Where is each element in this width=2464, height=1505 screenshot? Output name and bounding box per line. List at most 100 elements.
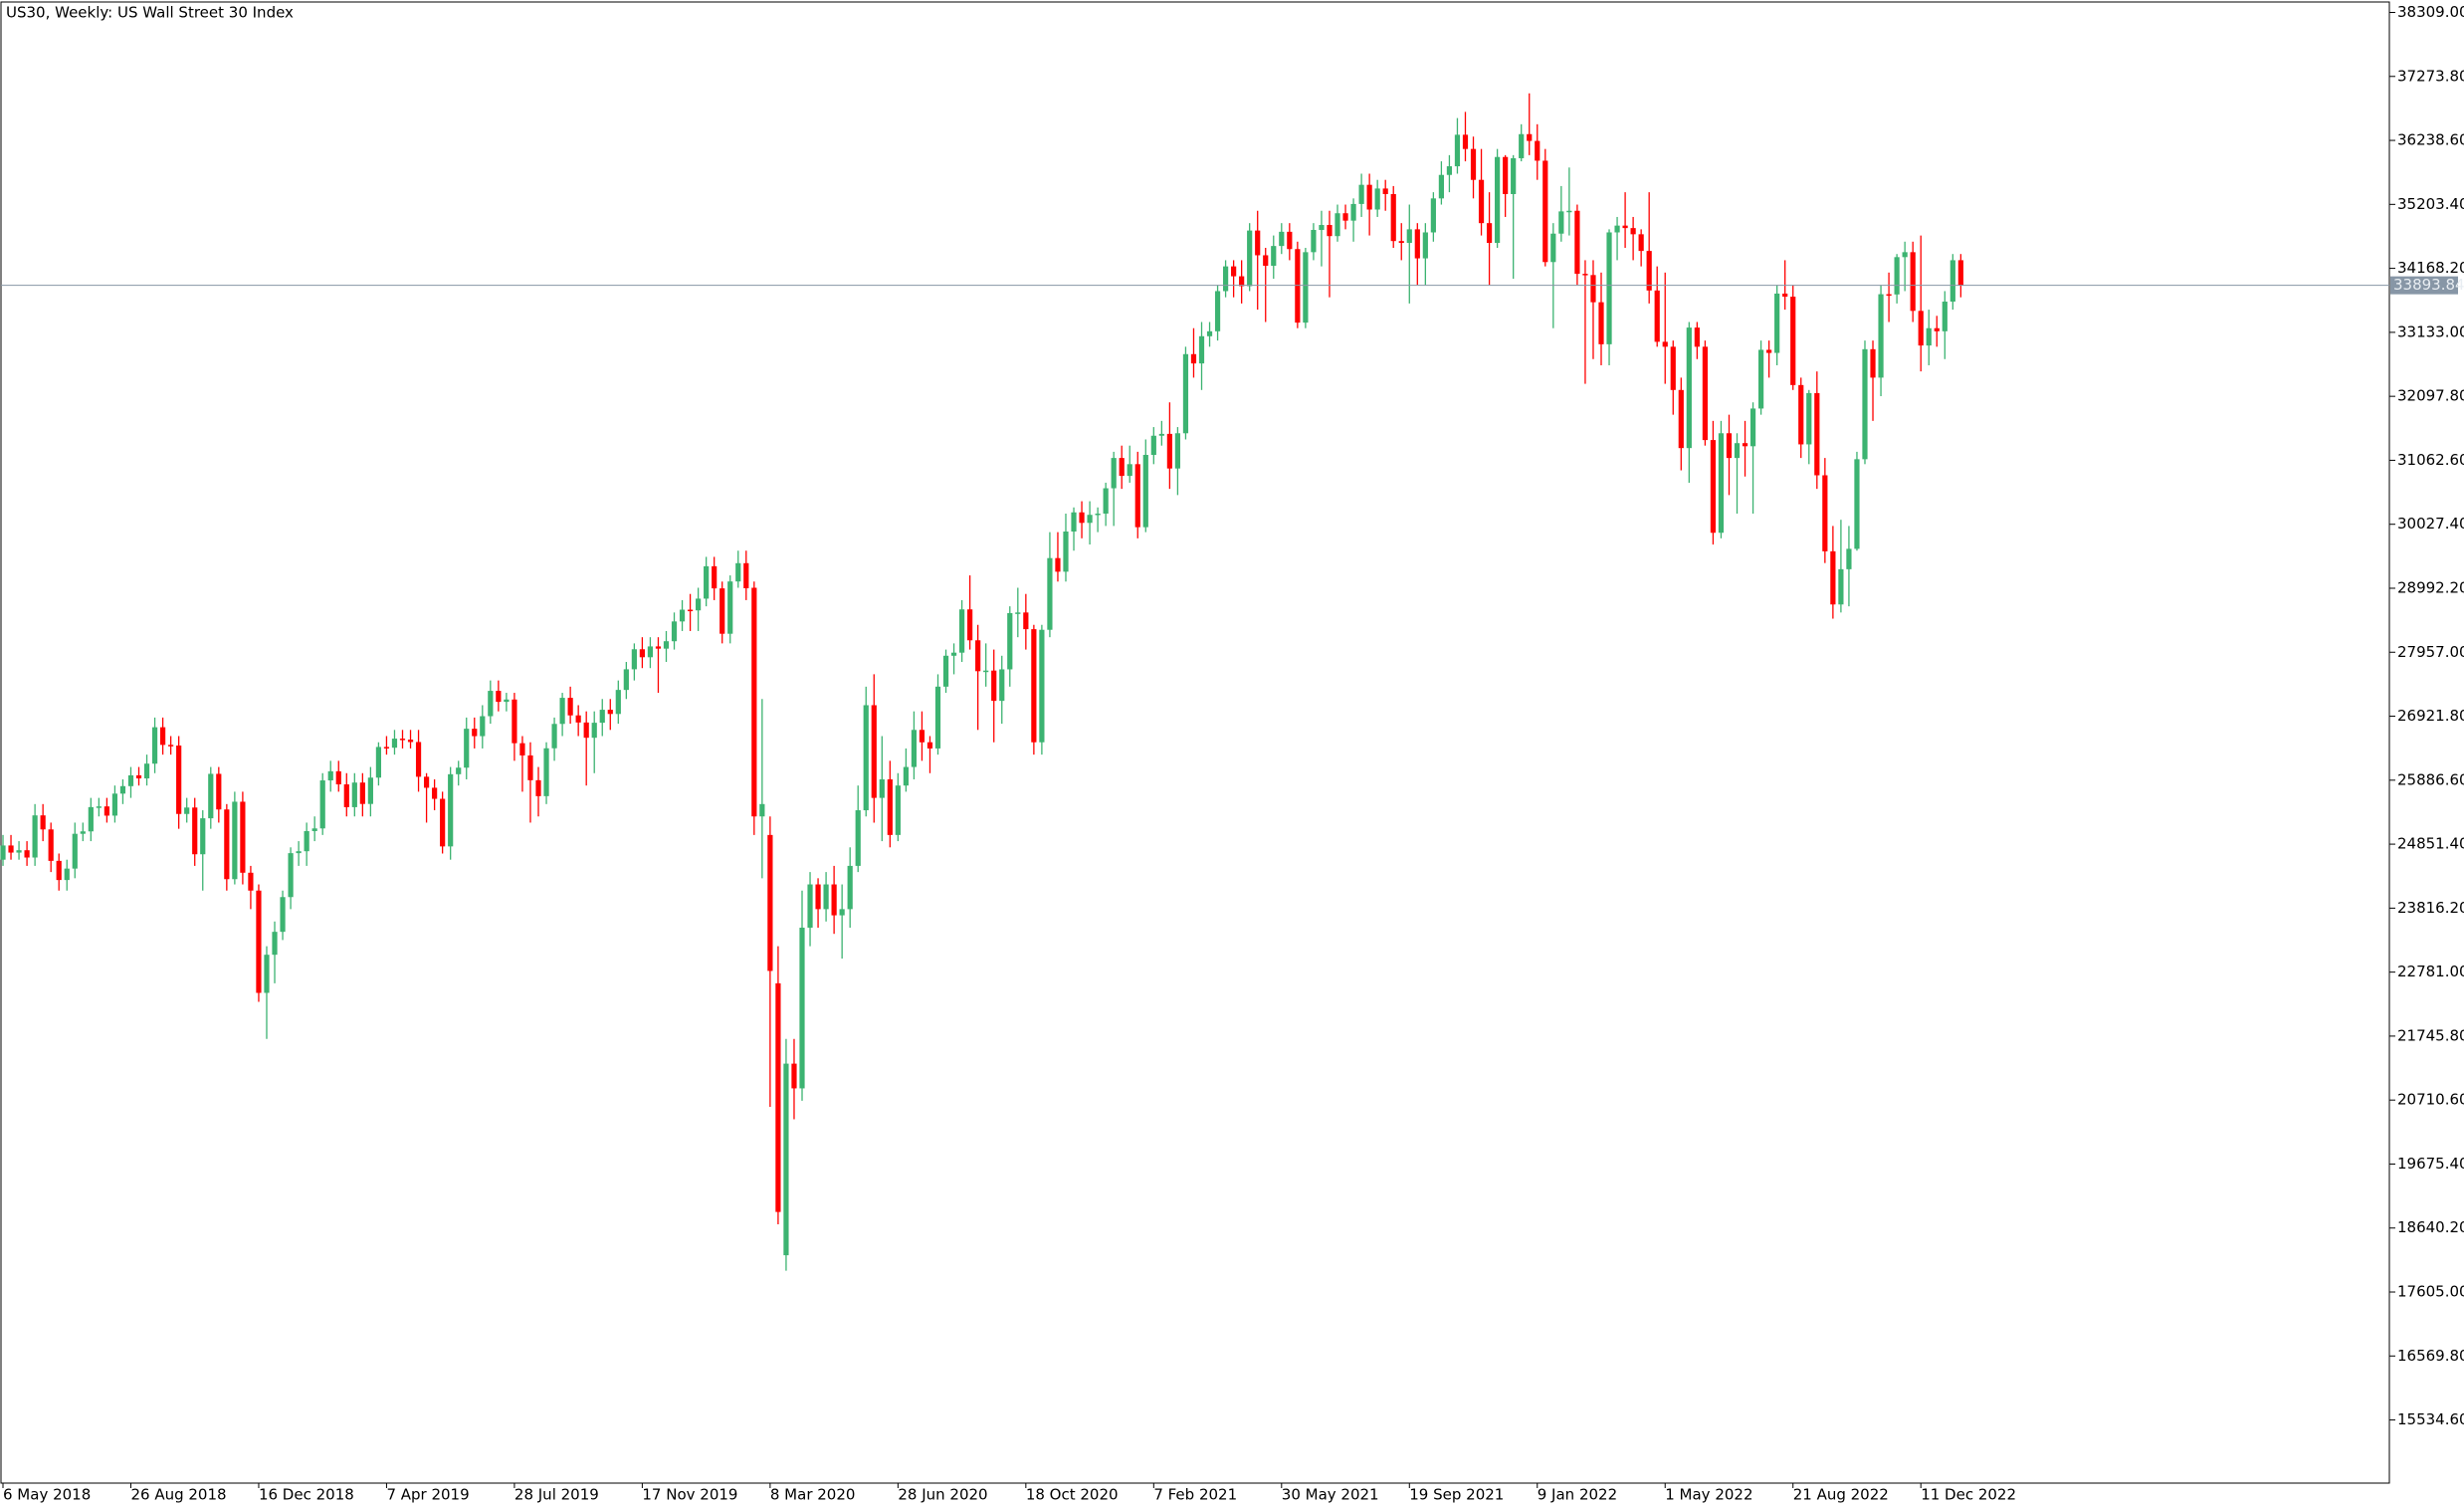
candle-body (407, 740, 414, 743)
y-tick-label: 21745.80 (2397, 1026, 2464, 1044)
y-tick-label: 33133.00 (2397, 322, 2464, 340)
candle-body (456, 767, 462, 774)
candle-body (1390, 193, 1396, 242)
candle-body (88, 806, 94, 832)
candle-body (663, 641, 670, 649)
candle-body (1134, 464, 1140, 528)
candle-body (1814, 392, 1820, 476)
candle-body (1023, 612, 1029, 630)
candle-body (200, 818, 206, 855)
candle-body (464, 729, 470, 768)
candle-body (1678, 389, 1684, 449)
candle-body (942, 655, 949, 687)
candle-body (311, 828, 317, 831)
x-tick-label: 11 Dec 2022 (1921, 1486, 2016, 1504)
candle-body (1854, 459, 1860, 549)
candle-body (791, 1063, 797, 1089)
y-tick-label: 34168.20 (2397, 259, 2464, 277)
candle-body (887, 778, 893, 835)
candle-body (1838, 568, 1844, 605)
candle-body (1566, 210, 1572, 213)
candle-body (1710, 440, 1717, 534)
candle-body (1957, 260, 1963, 286)
candle-body (1950, 260, 1955, 303)
candle-body (559, 698, 565, 725)
candle-body (615, 690, 621, 715)
candle-body (671, 621, 678, 642)
candle-body (0, 845, 6, 860)
candle-body (423, 776, 430, 788)
candle-body (1350, 203, 1356, 221)
candle-body (991, 670, 997, 702)
candle-body (799, 927, 805, 1089)
candle-body (1454, 134, 1461, 167)
candle-body (1263, 255, 1269, 267)
candle-body (1694, 327, 1700, 347)
candle-body (623, 669, 629, 691)
x-tick-label: 28 Jul 2019 (514, 1486, 599, 1504)
candle-body (719, 588, 725, 634)
candle-body (911, 730, 918, 767)
candle-body (264, 955, 270, 993)
candle-body (1718, 433, 1725, 534)
candle-body (1446, 166, 1453, 175)
candle-body (1846, 548, 1852, 569)
candle-body (1462, 134, 1469, 149)
candle-body (815, 884, 821, 910)
candle-body (1870, 348, 1876, 378)
candle-body (1231, 266, 1237, 277)
y-tick-label: 18640.20 (2397, 1218, 2464, 1236)
candle-body (743, 562, 749, 588)
y-tick-label: 19675.40 (2397, 1155, 2464, 1173)
candle-body (1303, 252, 1309, 323)
candle-body (1279, 231, 1285, 247)
candle-body (1342, 213, 1348, 221)
x-tick-label: 18 Oct 2020 (1026, 1486, 1119, 1504)
candle-body (1311, 229, 1317, 253)
candle-body (607, 710, 613, 715)
candle-body (759, 803, 765, 817)
candle-body (1902, 252, 1908, 258)
y-tick-label: 25886.60 (2397, 770, 2464, 788)
candle-body (1198, 335, 1205, 364)
candle-body (1182, 353, 1189, 434)
x-tick-label: 21 Aug 2022 (1793, 1486, 1889, 1504)
x-tick-label: 30 May 2021 (1282, 1486, 1379, 1504)
candle-body (823, 884, 829, 910)
y-tick-label: 22781.00 (2397, 963, 2464, 980)
candle-body (1734, 443, 1741, 459)
candle-body (775, 982, 781, 1212)
y-tick-label: 30027.40 (2397, 515, 2464, 533)
candle-body (1702, 346, 1708, 441)
candle-body (1287, 231, 1293, 250)
candle-body (519, 743, 525, 755)
candle-body (504, 699, 510, 703)
candle-body (432, 787, 438, 799)
candle-body (1406, 229, 1412, 244)
x-tick-label: 16 Dec 2018 (259, 1486, 354, 1504)
y-tick-label: 17605.00 (2397, 1283, 2464, 1301)
candle-body (1382, 188, 1388, 194)
candle-body (1239, 276, 1245, 287)
candle-body (415, 742, 422, 777)
candle-body (1327, 225, 1333, 237)
candle-body (1749, 408, 1756, 447)
candle-body (535, 779, 541, 796)
candle-body (448, 773, 454, 847)
candle-body (1222, 266, 1229, 292)
candle-body (1758, 349, 1764, 409)
candle-body (1055, 557, 1061, 572)
candle-body (1630, 228, 1636, 235)
candle-body (1519, 133, 1525, 158)
candle-body (1039, 629, 1045, 743)
candle-body (1654, 290, 1660, 342)
candle-body (1638, 234, 1644, 252)
candle-body (256, 890, 262, 993)
candle-body (272, 932, 278, 956)
candle-body (1295, 249, 1301, 323)
candle-body (847, 865, 853, 910)
candle-body (1886, 294, 1892, 297)
candle-body (40, 815, 46, 830)
y-tick-label: 24851.40 (2397, 835, 2464, 853)
